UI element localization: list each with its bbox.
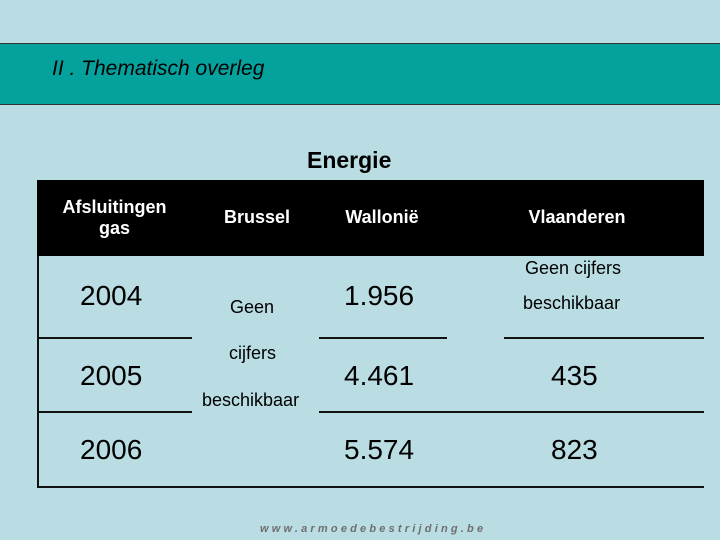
header-bar: II . Thematisch overleg <box>0 43 720 105</box>
row-year-2006: 2006 <box>80 434 143 465</box>
table-header-row: Afsluitingen gas Brussel Wallonië Vlaand… <box>37 180 704 256</box>
vlaanderen-note-line2: beschikbaar <box>523 293 621 313</box>
header-afsluitingen-gas: Afsluitingen gas <box>47 197 182 239</box>
row-divider <box>319 337 447 339</box>
header-vlaanderen: Vlaanderen <box>528 207 626 227</box>
table-title: Energie <box>307 147 392 173</box>
slide-title: II . Thematisch overleg <box>52 57 265 80</box>
header-wallonie: Wallonië <box>345 207 419 227</box>
vlaanderen-2006: 823 <box>551 434 598 465</box>
wallonie-2005: 4.461 <box>344 360 415 391</box>
row-year-2005: 2005 <box>80 360 143 391</box>
vlaanderen-2005: 435 <box>551 360 598 391</box>
brussel-note-line3: beschikbaar <box>202 390 300 410</box>
row-divider <box>319 411 704 413</box>
data-table <box>37 180 704 488</box>
brussel-note-line2: cijfers <box>229 343 277 363</box>
header-col1-line2: gas <box>98 218 131 238</box>
row-year-2004: 2004 <box>80 280 143 311</box>
wallonie-2006: 5.574 <box>344 434 415 465</box>
wallonie-2004: 1.956 <box>344 280 415 311</box>
header-col1-line1: Afsluitingen <box>62 197 167 217</box>
brussel-note-line1: Geen <box>230 297 275 317</box>
header-brussel: Brussel <box>223 207 291 227</box>
row-divider <box>37 411 192 413</box>
row-divider <box>37 337 192 339</box>
vlaanderen-note-line1: Geen cijfers <box>525 258 622 278</box>
footer-url: www.armoedebestrijding.be <box>260 523 487 535</box>
row-divider <box>504 337 704 339</box>
